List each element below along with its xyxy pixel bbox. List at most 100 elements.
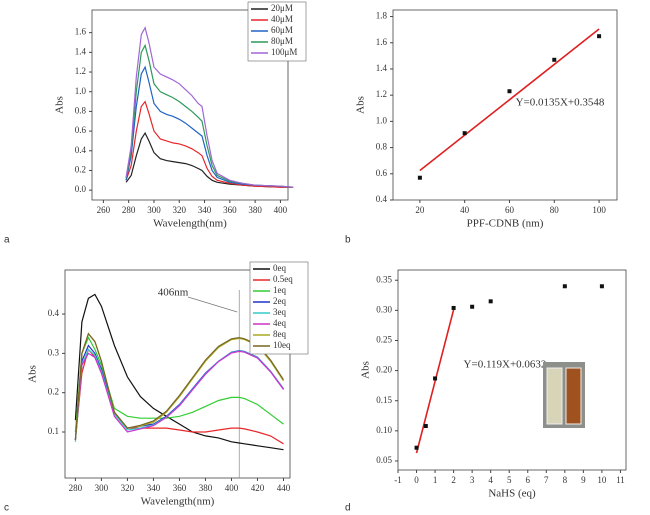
data-point [552, 57, 557, 62]
legend-label: 8eq [273, 329, 286, 339]
x-tick-label: 6 [526, 475, 531, 485]
x-tick-label: 10 [597, 475, 607, 485]
x-tick-label: 8 [563, 475, 568, 485]
fit-line [419, 28, 600, 172]
data-point [417, 175, 422, 180]
y-tick-label: 1.2 [376, 89, 387, 99]
y-tick-label: 1.0 [75, 86, 87, 96]
plot-frame [91, 9, 289, 201]
y-tick-label: 0.4 [75, 145, 87, 155]
x-tick-label: 400 [225, 483, 239, 493]
y-axis-label: Abs [27, 365, 39, 383]
x-tick-label: 2 [451, 475, 456, 485]
x-axis-label: Wavelength(nm) [153, 218, 227, 230]
y-tick-label: 1.6 [376, 37, 388, 47]
y-tick-label: 0.8 [376, 142, 388, 152]
panel-label: d [345, 503, 351, 514]
series-line [74, 350, 284, 440]
x-tick-label: 400 [274, 205, 288, 215]
x-axis-label: Wavelength(nm) [141, 496, 215, 508]
data-point [597, 34, 602, 39]
annotation: Y=0.0135X+0.3548 [516, 97, 605, 109]
y-tick-label: 0.0 [75, 184, 87, 194]
y-tick-label: 0.6 [376, 168, 388, 178]
y-tick-label: 0.4 [48, 308, 60, 318]
x-tick-label: 0 [414, 475, 419, 485]
x-tick-label: 280 [122, 205, 136, 215]
legend-label: 10eq [273, 340, 291, 350]
x-tick-label: 20 [415, 205, 425, 215]
series-line [125, 26, 294, 188]
legend-label: 100μM [271, 47, 297, 57]
x-tick-label: 320 [173, 205, 187, 215]
data-point [423, 424, 428, 429]
panel-label: c [4, 503, 9, 514]
x-tick-label: 1 [433, 475, 438, 485]
annotation: Y=0.119X+0.0632 [464, 359, 547, 371]
vial-orange [565, 367, 582, 425]
y-axis-label: Abs [355, 96, 367, 114]
x-tick-label: 440 [277, 483, 291, 493]
series-line [74, 336, 284, 433]
series-line [125, 43, 294, 188]
data-point [599, 284, 604, 289]
y-tick-label: 1.0 [376, 115, 388, 125]
y-tick-label: 0.3 [48, 347, 60, 357]
data-point [507, 89, 512, 94]
y-tick-label: 0.15 [376, 395, 392, 405]
series-line [74, 344, 284, 440]
fit-line [415, 309, 455, 454]
x-tick-label: 4 [488, 475, 493, 485]
data-point [414, 445, 419, 450]
legend-label: 1eq [273, 285, 286, 295]
y-tick-label: 0.20 [376, 365, 392, 375]
legend-label: 40μM [271, 14, 293, 24]
x-tick-label: 360 [173, 483, 187, 493]
y-tick-label: 0.1 [48, 426, 59, 436]
x-tick-label: 260 [97, 205, 111, 215]
y-axis-label: Abs [54, 96, 66, 114]
panel-label: b [345, 235, 351, 246]
x-tick-label: 40 [460, 205, 470, 215]
data-point [562, 284, 567, 289]
x-tick-label: -1 [394, 475, 402, 485]
legend-label: 4eq [273, 318, 286, 328]
y-tick-label: 0.30 [376, 304, 392, 314]
legend-label: 0eq [273, 263, 286, 273]
series-line [125, 131, 294, 188]
x-tick-label: 100 [592, 205, 606, 215]
x-tick-label: 300 [147, 205, 161, 215]
x-tick-label: 9 [581, 475, 586, 485]
x-tick-label: 300 [95, 483, 109, 493]
series-line [74, 293, 284, 451]
series-line [125, 65, 294, 188]
x-tick-label: 80 [550, 205, 560, 215]
y-tick-label: 1.4 [75, 46, 87, 56]
y-tick-label: 1.2 [75, 66, 86, 76]
series-line [125, 100, 294, 188]
x-tick-label: 11 [616, 475, 625, 485]
legend-label: 3eq [273, 307, 286, 317]
x-tick-label: 5 [507, 475, 512, 485]
y-tick-label: 0.2 [75, 165, 86, 175]
data-point [470, 304, 475, 309]
x-axis-label: PPF-CDNB (nm) [467, 218, 544, 230]
y-tick-label: 1.8 [376, 11, 388, 21]
annotation-arrow [187, 296, 238, 313]
series-line [74, 332, 285, 440]
legend-label: 60μM [271, 25, 293, 35]
y-tick-label: 0.35 [376, 274, 392, 284]
legend-box [249, 261, 309, 355]
data-point [488, 299, 493, 304]
vial-clear [546, 367, 563, 425]
x-tick-label: 320 [121, 483, 135, 493]
y-tick-label: 0.8 [75, 105, 87, 115]
x-tick-label: 340 [147, 483, 161, 493]
y-tick-label: 0.4 [376, 194, 388, 204]
x-tick-label: 340 [198, 205, 212, 215]
y-tick-label: 1.4 [376, 63, 388, 73]
legend-label: 0.5eq [273, 274, 293, 284]
panel-label: a [4, 235, 10, 246]
x-tick-label: 420 [251, 483, 265, 493]
